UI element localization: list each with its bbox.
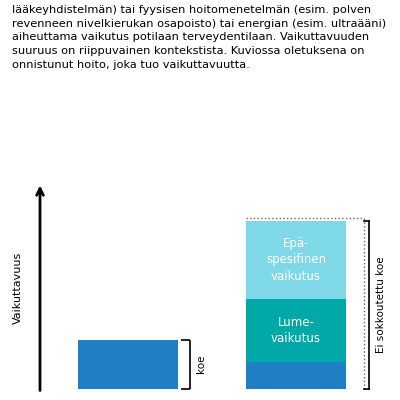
Bar [246,221,346,299]
Text: Vaikuttavuus: Vaikuttavuus [13,252,23,324]
Bar [246,299,346,362]
Bar [78,340,178,389]
Text: lääkeyhdistelmän) tai fyysisen hoitomenetelmän (esim. polven
revenneen nivelkier: lääkeyhdistelmän) tai fyysisen hoitomene… [12,5,386,70]
Text: koe: koe [196,355,206,374]
Text: Lume-
vaikutus: Lume- vaikutus [271,316,321,345]
Bar [246,362,346,389]
Text: Epä-
spesifinen
vaikutus: Epä- spesifinen vaikutus [266,237,326,283]
Text: Ei sokkoutettu koe: Ei sokkoutettu koe [376,256,386,353]
